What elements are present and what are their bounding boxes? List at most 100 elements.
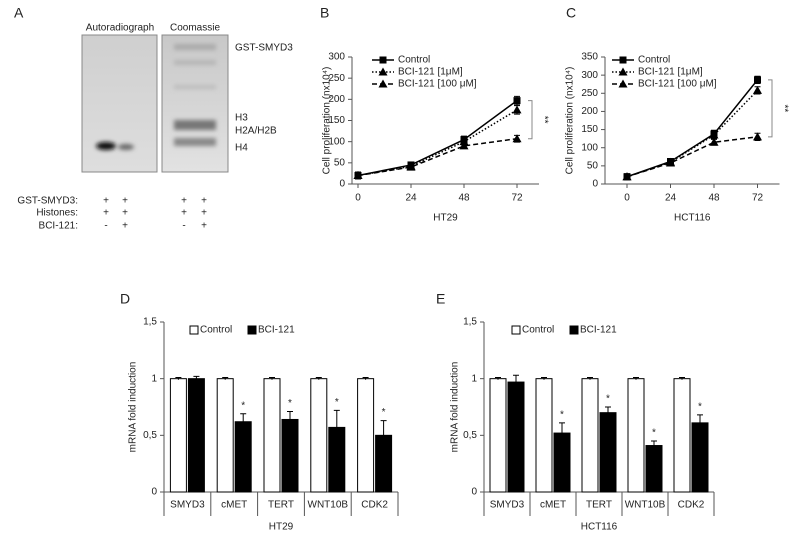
series-line [626, 79, 759, 178]
error-bar [587, 377, 593, 380]
point-marker [753, 132, 762, 141]
point-marker [709, 137, 719, 146]
x-tick-label: 48 [458, 193, 470, 204]
bar [216, 378, 234, 493]
significance-bracket [768, 79, 773, 138]
bar [187, 378, 205, 493]
legend-label: BCI-121 [258, 325, 295, 336]
significance-label: * [288, 398, 292, 409]
significance-bracket [528, 100, 533, 140]
legend-label: BCI-121 [100 μM] [638, 79, 717, 90]
x-tick-label: 48 [708, 193, 720, 204]
error-bar [495, 377, 501, 380]
series-line [357, 137, 518, 177]
significance-label: * [335, 397, 339, 408]
point-marker [512, 134, 522, 143]
legend-label: Control [398, 55, 430, 66]
lane-sign: + [181, 208, 187, 219]
panel-letter: E [436, 291, 445, 307]
y-axis-label: Cell proliferation (nx10⁴) [565, 67, 576, 175]
error-bar [513, 374, 519, 389]
bar [535, 378, 553, 493]
x-tick-label: 0 [624, 193, 630, 204]
point-marker [618, 79, 628, 88]
significance-label: * [652, 428, 656, 439]
x-tick-label: 24 [405, 193, 417, 204]
y-tick-label: 1,5 [463, 317, 477, 328]
y-tick-label: 350 [581, 52, 598, 63]
legend-label: Control [522, 325, 554, 336]
panel-letter: A [14, 5, 24, 21]
point-marker [512, 105, 522, 114]
significance-label: ** [778, 104, 789, 112]
y-tick-label: 300 [581, 70, 598, 81]
bar [581, 378, 599, 493]
point-marker [619, 56, 627, 64]
panel-letter: B [320, 5, 329, 21]
x-tick-label: CDK2 [678, 500, 705, 511]
y-tick-label: 100 [328, 136, 345, 147]
significance-label: * [560, 410, 564, 421]
x-tick-label: 72 [752, 193, 764, 204]
x-tick-label: WNT10B [308, 500, 349, 511]
error-bar [287, 411, 293, 428]
bar [281, 418, 299, 493]
significance-label: ** [538, 116, 549, 124]
y-tick-label: 1 [471, 373, 477, 384]
x-tick-label: 0 [355, 193, 361, 204]
significance-label: * [698, 402, 702, 413]
error-bar [559, 422, 565, 444]
gel-autoradiograph [81, 34, 158, 173]
error-bar [651, 440, 657, 451]
error-bar [541, 377, 547, 380]
bar [169, 378, 187, 493]
bar [489, 378, 507, 493]
x-axis-label: HT29 [269, 522, 294, 533]
lane-sign: + [122, 208, 128, 219]
legend-label: BCI-121 [1μM] [638, 67, 703, 78]
x-tick-label: TERT [268, 500, 294, 511]
y-tick-label: 200 [328, 94, 345, 105]
bar [263, 378, 281, 493]
series-line [357, 99, 518, 177]
error-bar [222, 377, 229, 380]
error-bar [380, 420, 387, 451]
bar [234, 421, 252, 493]
bar [357, 378, 375, 493]
point-marker [378, 67, 388, 76]
error-bar [269, 377, 275, 380]
row-label: BCI-121: [39, 221, 78, 232]
legend-label: Control [200, 325, 232, 336]
x-tick-label: SMYD3 [490, 500, 525, 511]
legend-swatch [247, 325, 257, 335]
y-tick-label: 250 [581, 88, 598, 99]
row-label: Histones: [36, 208, 78, 219]
y-tick-label: 50 [334, 157, 346, 168]
x-tick-label: cMET [221, 500, 247, 511]
point-marker [753, 85, 762, 94]
lane-sign: - [182, 221, 185, 232]
y-tick-label: 0 [592, 179, 598, 190]
error-bar [679, 377, 685, 380]
x-axis-label: HCT116 [581, 522, 618, 533]
panel-letter: C [566, 5, 576, 21]
legend-label: BCI-121 [1μM] [398, 67, 463, 78]
lane-sign: + [103, 196, 109, 207]
point-marker [378, 79, 388, 88]
error-bar [240, 413, 247, 430]
x-axis-label: HCT116 [674, 213, 711, 224]
x-tick-label: SMYD3 [170, 500, 205, 511]
row-label: GST-SMYD3: [17, 196, 78, 207]
y-tick-label: 0,5 [463, 430, 477, 441]
bar [627, 378, 645, 493]
panel-letter: D [120, 291, 130, 307]
bar [691, 422, 709, 493]
y-tick-label: 300 [328, 52, 345, 63]
y-tick-label: 50 [587, 160, 599, 171]
point-marker [666, 158, 675, 167]
x-tick-label: 24 [665, 193, 677, 204]
legend-swatch [569, 325, 579, 335]
legend-swatch [511, 325, 521, 335]
lane-sign: + [201, 196, 207, 207]
y-tick-label: 0 [151, 487, 157, 498]
